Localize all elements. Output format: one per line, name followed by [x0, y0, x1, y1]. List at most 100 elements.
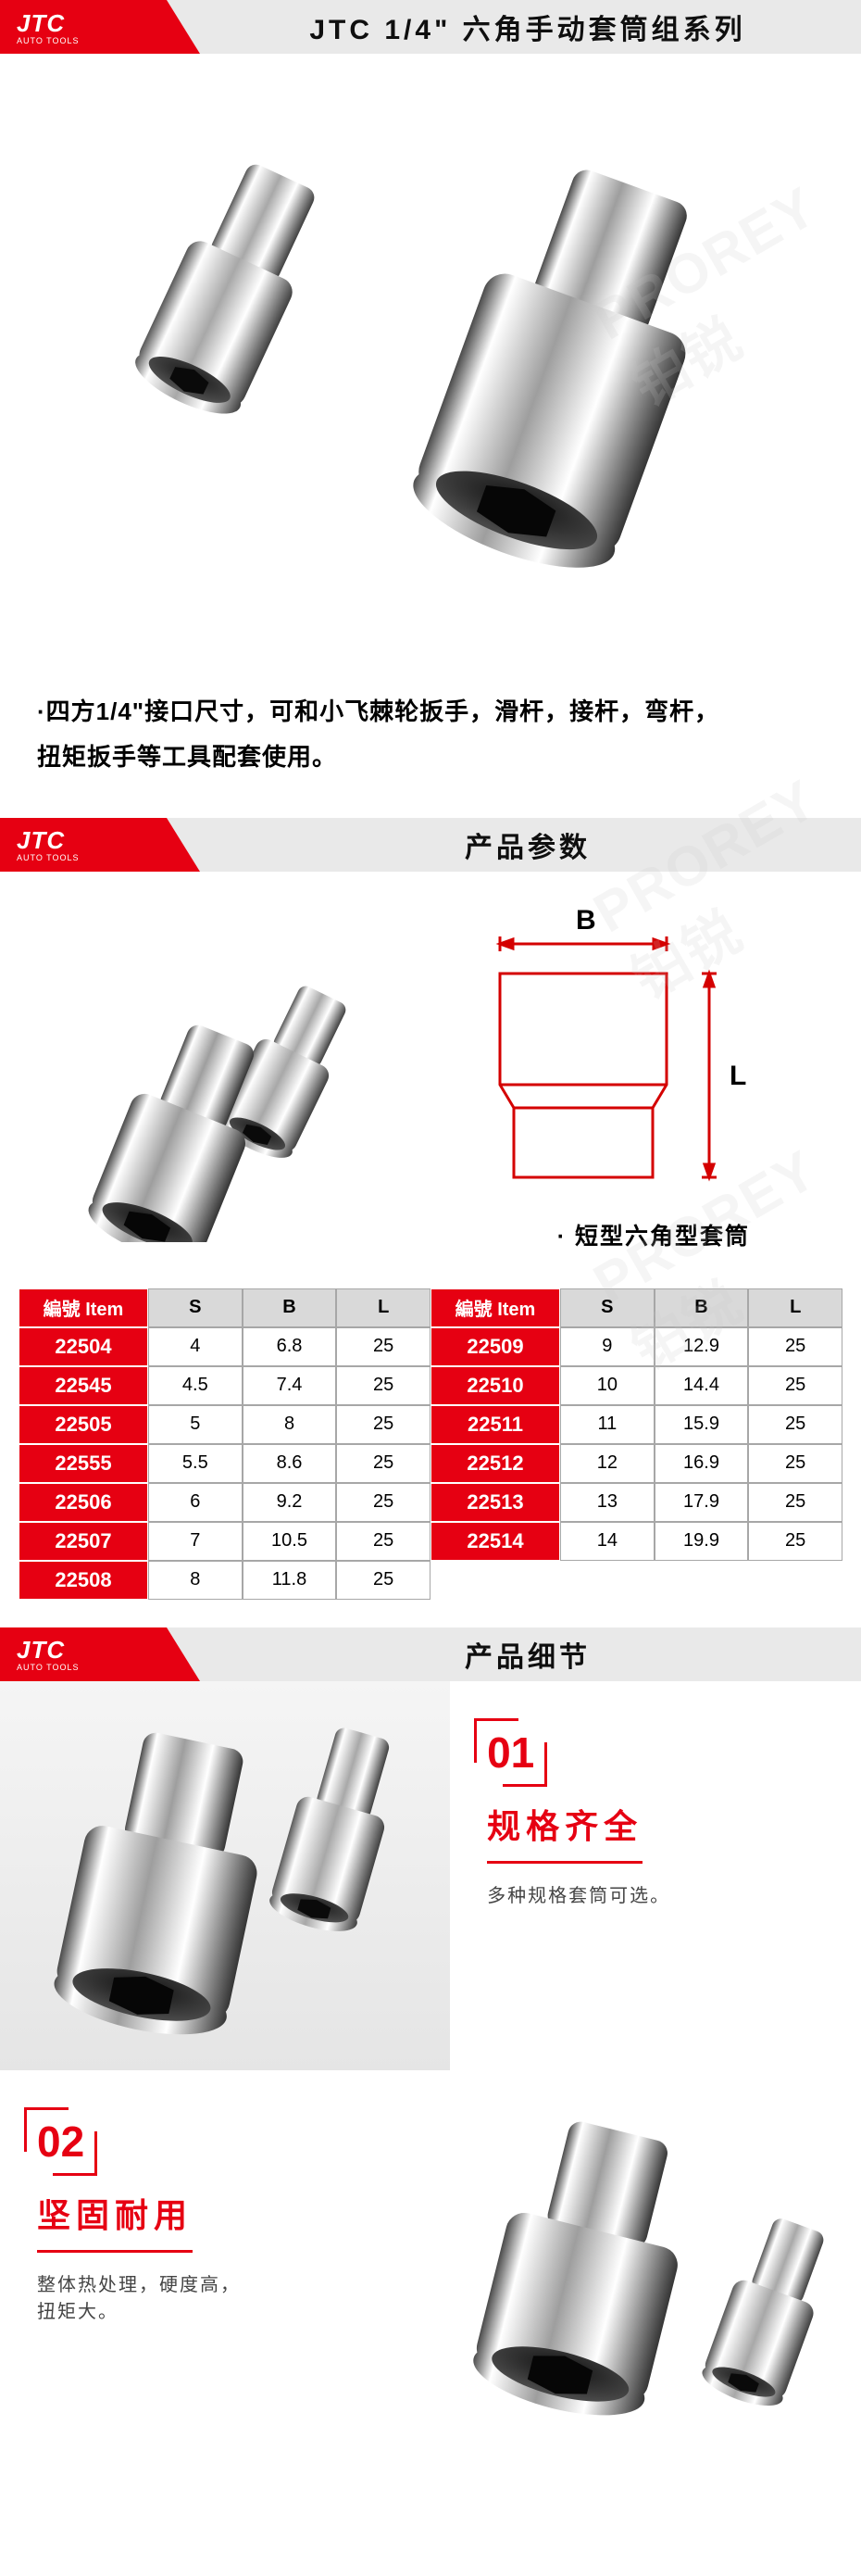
desc-line-1: ·四方1/4"接口尺寸，可和小飞棘轮扳手，滑杆，接杆，弯杆， [37, 689, 824, 735]
cell-b: 16.9 [655, 1444, 749, 1483]
cell-l: 25 [336, 1561, 430, 1600]
cell-s: 13 [560, 1483, 655, 1522]
svg-text:L: L [730, 1061, 746, 1091]
cell-item: 22555 [19, 1444, 148, 1483]
cell-l: 25 [748, 1444, 842, 1483]
socket-pair-small-icon [65, 946, 380, 1242]
spec-table-left: 編號 Item S B L 2250446.825 225454.57.425 … [19, 1288, 430, 1600]
section-header-product: JTC AUTO TOOLS JTC 1/4" 六角手动套筒组系列 [0, 0, 861, 54]
brand-logo-text: JTC [17, 826, 65, 854]
cell-b: 8.6 [243, 1444, 337, 1483]
socket-product-small-icon [111, 146, 352, 434]
corner-decoration-icon [53, 2131, 97, 2176]
cell-b: 9.2 [243, 1483, 337, 1522]
brand-logo-text: JTC [17, 1636, 65, 1664]
cell-l: 25 [748, 1366, 842, 1405]
brand-logo-block: JTC AUTO TOOLS [0, 818, 167, 872]
params-title: 产品参数 [167, 818, 861, 872]
cell-l: 25 [336, 1444, 430, 1483]
table-row: 2250446.825 [19, 1327, 430, 1366]
table-row: 225101014.425 [430, 1366, 842, 1405]
brand-logo-text: JTC [17, 9, 65, 37]
table-row: 22508811.825 [19, 1561, 430, 1600]
table-row: 225111115.925 [430, 1405, 842, 1444]
cell-b: 12.9 [655, 1327, 749, 1366]
cell-item: 22513 [430, 1483, 560, 1522]
cell-b: 11.8 [243, 1561, 337, 1600]
brand-logo-sub: AUTO TOOLS [17, 853, 80, 862]
table-row: 225131317.925 [430, 1483, 842, 1522]
socket-pair-icon [423, 2098, 849, 2431]
cell-s: 12 [560, 1444, 655, 1483]
cell-b: 15.9 [655, 1405, 749, 1444]
product-description: ·四方1/4"接口尺寸，可和小飞棘轮扳手，滑杆，接杆，弯杆， 扭矩扳手等工具配套… [0, 684, 861, 818]
cell-item: 22545 [19, 1366, 148, 1405]
table-row: 225121216.925 [430, 1444, 842, 1483]
cell-s: 8 [148, 1561, 243, 1600]
cell-l: 25 [748, 1522, 842, 1561]
detail-title: 规格齐全 [487, 1800, 643, 1864]
detail-subtitle: 整体热处理，硬度高， 扭矩大。 [37, 2269, 383, 2323]
detail-image-right [411, 2070, 861, 2459]
cell-s: 5.5 [148, 1444, 243, 1483]
detail-block-01: 01 规格齐全 多种规格套筒可选。 [0, 1681, 861, 2070]
table-header-row: 編號 Item S B L [19, 1288, 430, 1327]
cell-l: 25 [336, 1483, 430, 1522]
cell-s: 10 [560, 1366, 655, 1405]
col-header-s: S [560, 1288, 655, 1327]
detail-subtitle: 多种规格套筒可选。 [487, 1880, 833, 1907]
brand-logo-block: JTC AUTO TOOLS [0, 0, 167, 54]
cell-item: 22511 [430, 1405, 560, 1444]
detail-text-left: 02 坚固耐用 整体热处理，硬度高， 扭矩大。 [0, 2070, 411, 2459]
cell-b: 14.4 [655, 1366, 749, 1405]
cell-s: 7 [148, 1522, 243, 1561]
brand-logo-sub: AUTO TOOLS [17, 36, 80, 45]
table-header-row: 編號 Item S B L [430, 1288, 842, 1327]
cell-item: 22512 [430, 1444, 560, 1483]
col-header-l: L [748, 1288, 842, 1327]
table-row: 225454.57.425 [19, 1366, 430, 1405]
product-series-title: JTC 1/4" 六角手动套筒组系列 [167, 0, 861, 54]
cell-item: 22504 [19, 1327, 148, 1366]
section-header-details: JTC AUTO TOOLS 产品细节 [0, 1627, 861, 1681]
table-row: 225555.58.625 [19, 1444, 430, 1483]
cell-b: 8 [243, 1405, 337, 1444]
cell-b: 7.4 [243, 1366, 337, 1405]
cell-s: 14 [560, 1522, 655, 1561]
table-row: 225055825 [19, 1405, 430, 1444]
cell-l: 25 [336, 1522, 430, 1561]
socket-product-large-icon [370, 156, 759, 600]
socket-pair-icon [12, 1700, 438, 2052]
cell-item: 22510 [430, 1366, 560, 1405]
cell-s: 4 [148, 1327, 243, 1366]
col-header-item: 編號 Item [430, 1288, 560, 1327]
table-row: 22509912.925 [430, 1327, 842, 1366]
cell-item: 22507 [19, 1522, 148, 1561]
table-row: 22507710.525 [19, 1522, 430, 1561]
details-title: 产品细节 [167, 1627, 861, 1681]
cell-b: 10.5 [243, 1522, 337, 1561]
col-header-l: L [336, 1288, 430, 1327]
cell-b: 17.9 [655, 1483, 749, 1522]
spec-table: 編號 Item S B L 2250446.825 225454.57.425 … [19, 1288, 842, 1600]
cell-s: 6 [148, 1483, 243, 1522]
col-header-b: B [655, 1288, 749, 1327]
brand-logo-sub: AUTO TOOLS [17, 1663, 80, 1672]
cell-item: 22514 [430, 1522, 560, 1561]
detail-block-02: 02 坚固耐用 整体热处理，硬度高， 扭矩大。 [0, 2070, 861, 2459]
cell-l: 25 [336, 1327, 430, 1366]
col-header-item: 編號 Item [19, 1288, 148, 1327]
cell-s: 4.5 [148, 1366, 243, 1405]
section-header-params: JTC AUTO TOOLS 产品参数 [0, 818, 861, 872]
cell-l: 25 [748, 1327, 842, 1366]
cell-s: 9 [560, 1327, 655, 1366]
cell-b: 19.9 [655, 1522, 749, 1561]
cell-s: 5 [148, 1405, 243, 1444]
detail-image-left [0, 1681, 450, 2070]
corner-decoration-icon [503, 1742, 547, 1787]
table-row: 2250669.225 [19, 1483, 430, 1522]
cell-l: 25 [748, 1405, 842, 1444]
cell-l: 25 [336, 1366, 430, 1405]
hero-image-zone [0, 54, 861, 684]
cell-l: 25 [748, 1483, 842, 1522]
